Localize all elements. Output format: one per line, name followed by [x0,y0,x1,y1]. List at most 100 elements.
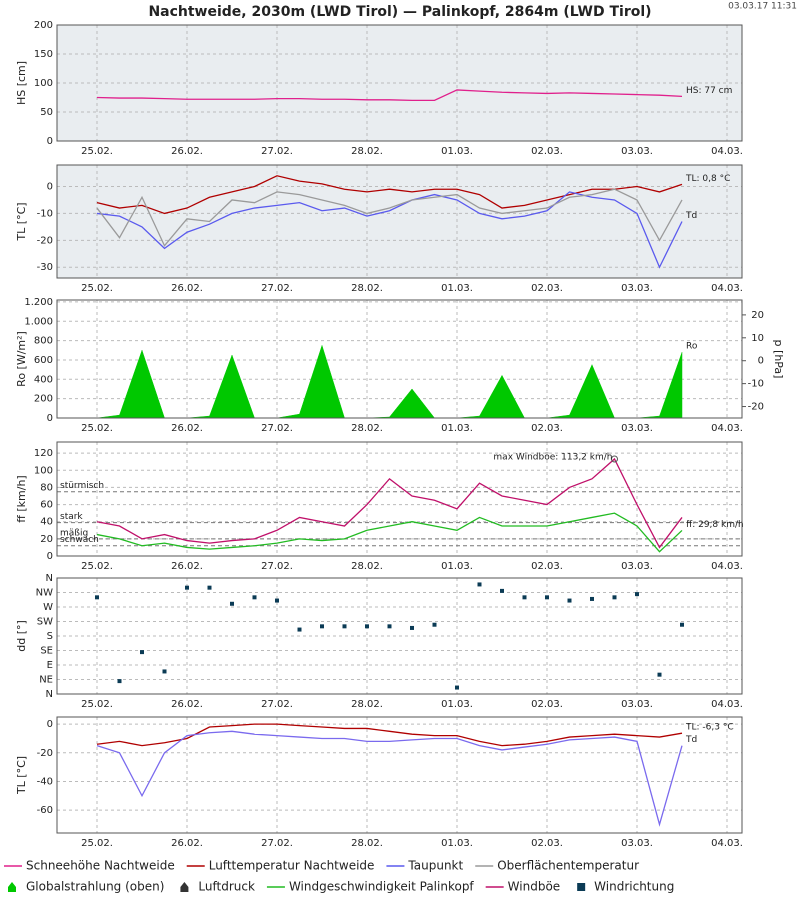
y-axis-label: ff [km/h] [15,475,28,522]
line [96,457,683,549]
y-tick-label: 0 [47,551,53,562]
point [320,624,324,629]
x-tick-label: 04.03. [711,283,743,294]
y-tick-label: 150 [34,49,53,60]
y-tick-label: 0 [47,719,53,730]
x-tick-label: 28.02. [351,561,383,572]
x-tick-label: 04.03. [711,146,743,157]
y2-tick-label: -20 [748,402,764,413]
legend-label: Windrichtung [594,880,674,894]
legend-label: Luftdruck [198,880,255,894]
x-tick-label: 01.03. [441,699,473,710]
y2-tick-label: 10 [751,333,764,344]
x-tick-label: 27.02. [261,146,293,157]
y-axis-label: TL [°C] [15,202,28,241]
x-tick-label: 01.03. [441,561,473,572]
point [275,598,279,603]
x-tick-label: 01.03. [441,146,473,157]
legend-label: Schneehöhe Nachtweide [26,859,175,873]
point [140,650,144,655]
y-tick-label: 200 [34,20,53,31]
x-tick-label: 04.03. [711,699,743,710]
max-label: max Windböe: 113,2 km/h [493,452,612,462]
point [162,669,167,674]
y-tick-label: 100 [34,465,53,476]
legend-label: Globalstrahlung (oben) [26,880,164,894]
y-axis-label: HS [cm] [15,61,28,105]
y-tick-label: S [47,631,53,642]
threshold-label: stark [60,512,83,522]
y-tick-label: -60 [37,805,53,816]
y-tick-label: NE [39,675,53,686]
y-tick-label: 0 [47,413,53,424]
y-tick-label: -20 [37,748,53,759]
x-tick-label: 25.02. [81,561,113,572]
y2-tick-label: 0 [758,356,764,367]
max-marker [611,455,618,463]
end-label: ff: 29,8 km/h [686,520,744,530]
x-tick-label: 01.03. [441,838,473,849]
x-tick-label: 28.02. [351,146,383,157]
plot-frame [56,24,743,142]
plot-frame [56,716,743,834]
y-tick-label: -40 [37,776,53,787]
x-tick-label: 28.02. [351,283,383,294]
y-tick-label: -30 [37,262,53,273]
y2-tick-label: -10 [748,379,764,390]
x-tick-label: 27.02. [261,283,293,294]
x-tick-label: 04.03. [711,561,743,572]
point [680,622,684,627]
threshold-label: schwach [60,535,99,545]
point [657,672,662,677]
y-tick-label: E [47,660,53,671]
x-tick-label: 27.02. [261,423,293,434]
legend-label: Windgeschwindigkeit Palinkopf [289,880,474,894]
plot-frame [56,577,743,695]
x-tick-label: 28.02. [351,699,383,710]
plot-area [57,300,742,418]
threshold-label: mäßig [60,528,88,538]
point [410,625,414,630]
point [477,582,482,587]
y-tick-label: 100 [34,78,53,89]
point [95,595,99,600]
legend-label: Taupunkt [407,859,463,873]
x-tick-label: 25.02. [81,423,113,434]
y-tick-label: 1.000 [24,316,53,327]
x-tick-label: 03.03. [621,838,653,849]
y-tick-label: 200 [34,394,53,405]
y-axis-label: dd [°] [15,620,28,652]
y-tick-label: 120 [34,448,53,459]
x-tick-label: 02.03. [531,283,563,294]
x-tick-label: 27.02. [261,699,293,710]
plot-frame [56,164,743,279]
point [500,588,504,593]
line [96,89,683,102]
point [185,585,189,590]
point [590,596,594,601]
point [252,595,257,600]
y-tick-label: 60 [40,500,53,511]
y-tick-label: 50 [40,107,53,118]
x-tick-label: 02.03. [531,561,563,572]
legend-icon [180,882,189,892]
y2-tick-label: 20 [751,310,764,321]
y-tick-label: 80 [40,482,53,493]
y-tick-label: -10 [37,208,53,219]
x-tick-label: 02.03. [531,423,563,434]
y-tick-label: 0 [47,182,53,193]
x-tick-label: 04.03. [711,838,743,849]
point [567,598,572,603]
point [635,592,639,597]
end-label: TL: 0,8 °C [685,174,730,184]
x-tick-label: 26.02. [171,423,203,434]
timestamp: 03.03.17 11:31 [728,2,797,12]
x-tick-label: 28.02. [351,838,383,849]
x-tick-label: 03.03. [621,699,653,710]
y-tick-label: 600 [34,355,53,366]
point [207,585,212,590]
end-label: TL: -6,3 °C [685,723,734,733]
threshold-label: stürmisch [60,481,104,491]
point [432,622,437,627]
x-tick-label: 26.02. [171,283,203,294]
